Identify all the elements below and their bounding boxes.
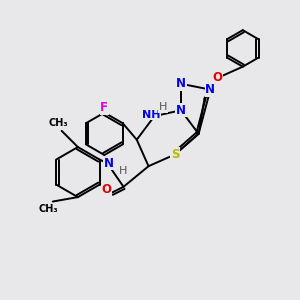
Text: H: H xyxy=(119,166,128,176)
Text: N: N xyxy=(176,104,186,117)
Text: NH: NH xyxy=(142,110,160,120)
Text: N: N xyxy=(206,83,215,96)
Text: CH₃: CH₃ xyxy=(49,118,68,128)
Text: N: N xyxy=(176,77,186,90)
Text: O: O xyxy=(101,183,111,196)
Text: N: N xyxy=(104,157,114,170)
Text: CH₃: CH₃ xyxy=(39,205,58,214)
Text: H: H xyxy=(159,102,167,112)
Text: S: S xyxy=(171,148,179,161)
Text: F: F xyxy=(100,101,108,114)
Text: O: O xyxy=(213,71,223,84)
